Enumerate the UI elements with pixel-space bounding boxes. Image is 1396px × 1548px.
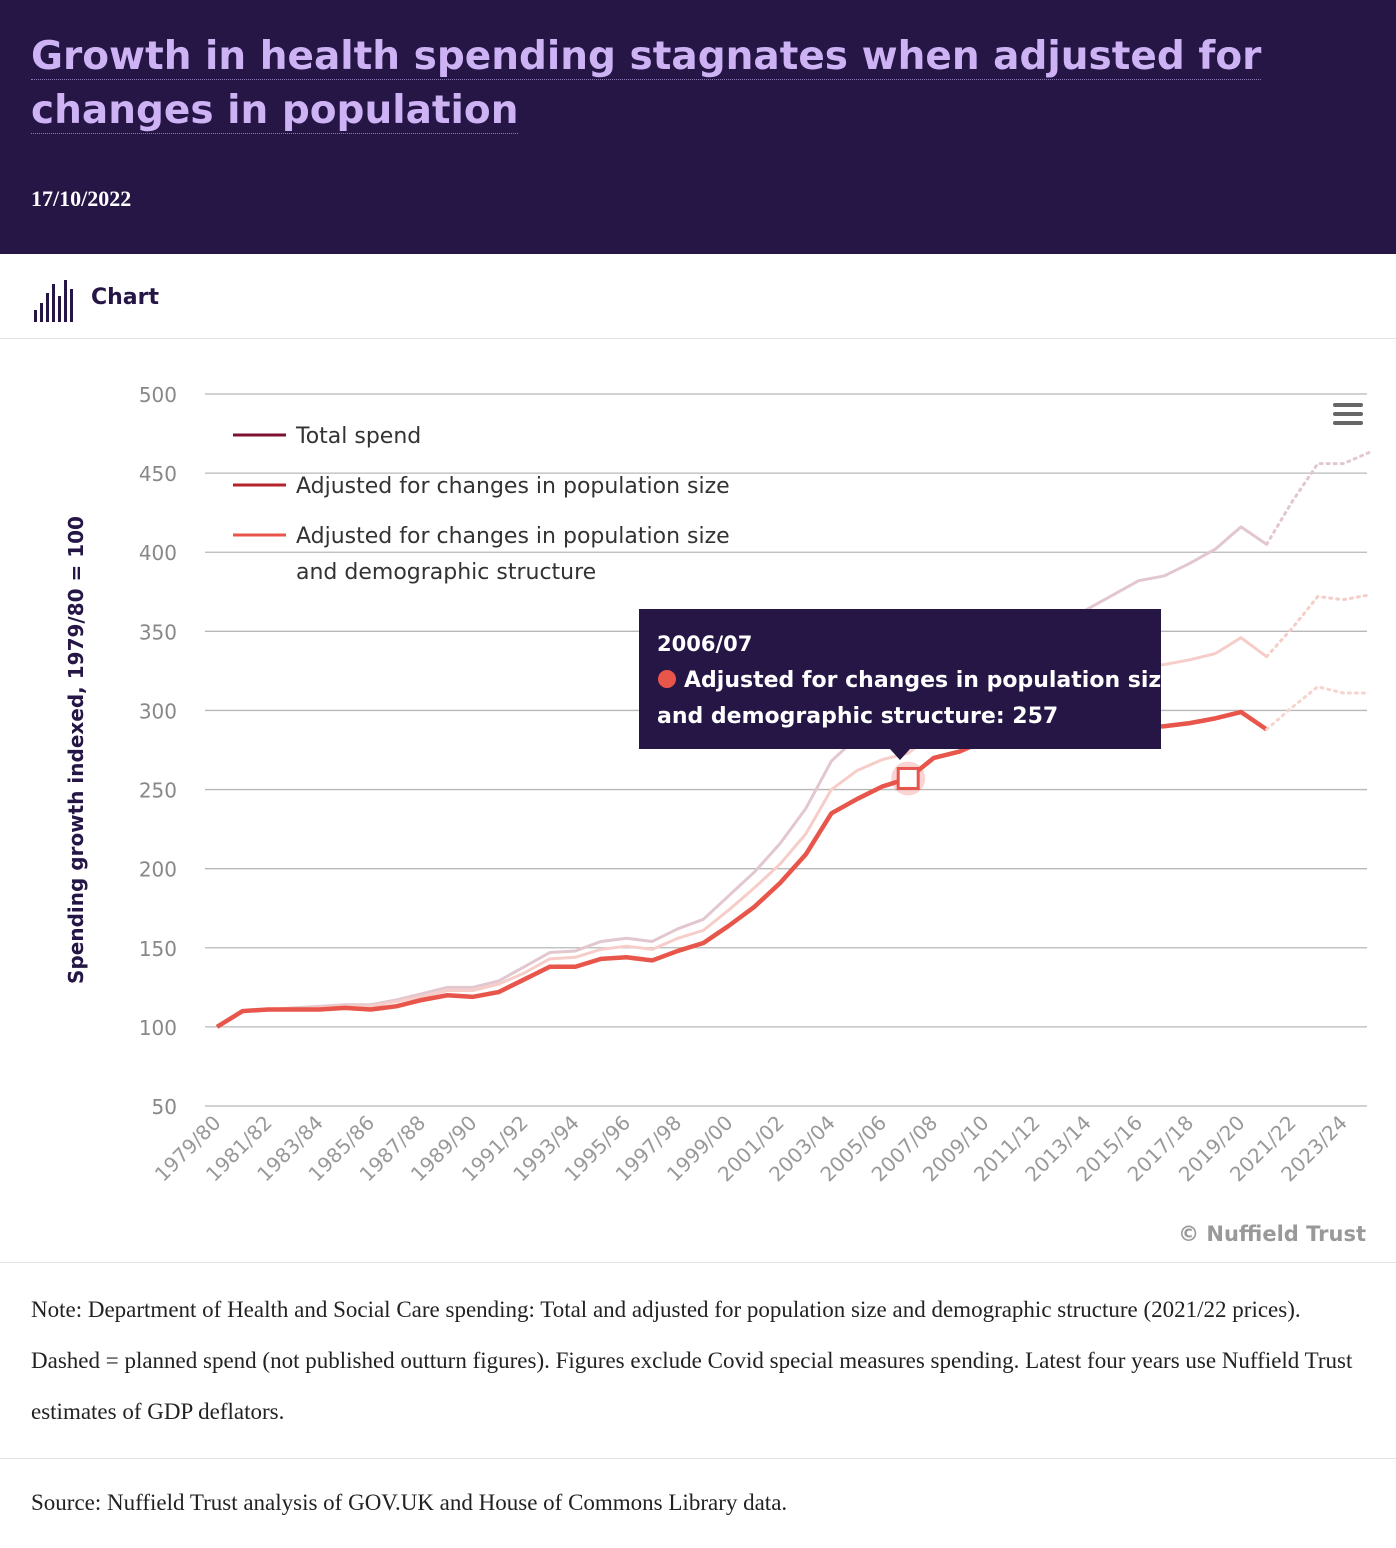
series-line-planned [1265,685,1371,731]
page-title: Growth in health spending stagnates when… [31,30,1371,138]
line-chart: 500 450 400 350 300 250 200 150 100 50 1979/80198… [64,383,1371,1246]
chart-tooltip: 2006/07 Adjusted for changes in populati… [639,609,1176,760]
tab-chart[interactable]: Chart [91,285,160,310]
chart-source: Source: Nuffield Trust analysis of GOV.U… [31,1490,788,1515]
legend-label-line: Adjusted for changes in population size [296,524,730,549]
y-tick-label: 50 [152,1095,177,1119]
y-tick-label: 250 [139,779,177,803]
series-line-planned [1265,451,1371,546]
legend-label-line: and demographic structure [296,560,596,585]
y-tick-label: 500 [139,383,177,407]
y-tick-label: 400 [139,541,177,565]
divider [0,1458,1396,1459]
divider [0,1262,1396,1263]
tooltip-series-label: Adjusted for changes in population size [684,668,1176,693]
y-tick-label: 100 [139,1016,177,1040]
y-tick-label: 350 [139,620,177,644]
y-tick-label: 200 [139,858,177,882]
chart-grid [205,393,1367,1107]
hover-point [896,766,920,790]
tooltip-pointer [890,749,910,760]
chart-legend: Total spend Adjusted for changes in popul… [233,424,730,585]
hover-marker [891,761,926,796]
chart-credit[interactable]: © Nuffield Trust [1178,1222,1366,1246]
y-tick-label: 450 [139,462,177,486]
y-axis-ticks: 500 450 400 350 300 250 200 150 100 50 [139,383,177,1119]
bar-chart-icon [34,280,73,322]
page-title-text: Growth in health spending stagnates when… [31,34,1262,134]
tooltip-series-dot [658,670,676,688]
legend-label: Total spend [295,424,421,449]
publish-date: 17/10/2022 [31,186,132,211]
series-line [216,525,1268,1029]
header-banner: Growth in health spending stagnates when… [0,0,1396,254]
view-tab-bar [0,254,1396,339]
series-line [215,709,1268,1029]
y-axis-label: Spending growth indexed, 1979/80 = 100 [64,516,88,984]
hamburger-menu-icon[interactable] [1333,403,1363,425]
tooltip-series-value: and demographic structure: 257 [657,704,1058,729]
chart-note: Note: Department of Health and Social Ca… [31,1297,1353,1424]
tooltip-period: 2006/07 [657,632,752,656]
y-tick-label: 300 [139,699,177,723]
x-axis-ticks: 1979/801981/821983/841985/861987/881989/… [150,1111,1352,1187]
legend-label: Adjusted for changes in population size a… [296,524,730,585]
series-line-planned [1265,593,1371,659]
y-tick-label: 150 [139,937,177,961]
legend-label: Adjusted for changes in population size [296,474,730,499]
tooltip-box [639,609,1161,749]
